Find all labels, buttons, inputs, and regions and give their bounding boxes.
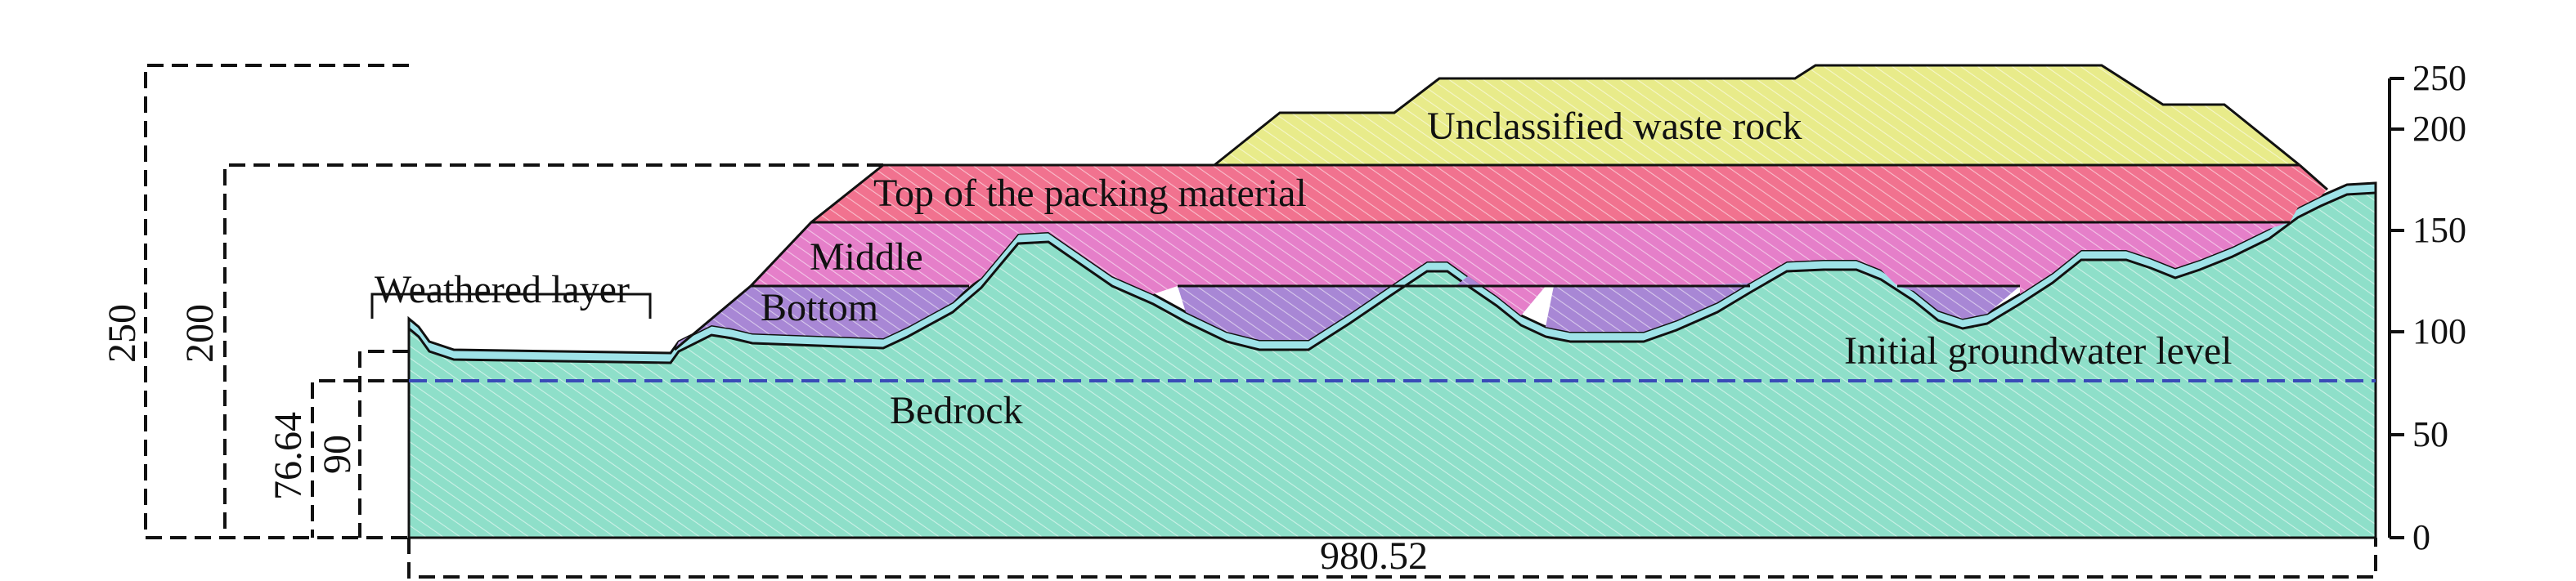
axis-label-200: 200	[2412, 109, 2466, 149]
bedrock-label: Bedrock	[890, 389, 1023, 432]
right-axis	[2388, 77, 2404, 539]
weathered-callout	[370, 293, 652, 319]
axis-tick-labels: 250 200 150 100 50 0	[2412, 58, 2466, 557]
dim-width-label: 980.52	[1320, 534, 1428, 578]
dim-groundwater-line	[311, 379, 409, 538]
axis-label-150: 150	[2412, 210, 2466, 250]
dimension-labels: 250 200 76.64 90 980.52	[101, 304, 1428, 578]
packing-top-hatch	[811, 165, 2327, 222]
waste-rock-outline	[1214, 64, 2300, 167]
layer-labels: Unclassified waste rock Top of the packi…	[375, 105, 2233, 432]
waste-rock-hatch	[1214, 65, 2300, 165]
axis-label-100: 100	[2412, 311, 2466, 351]
packing-bottom-layer	[675, 276, 2020, 350]
dim-90-line	[358, 350, 409, 538]
packing-middle-layer	[751, 222, 2290, 315]
packing-middle-hatch	[751, 222, 2290, 315]
dim-250-label: 250	[101, 304, 144, 363]
packing-top-layer	[811, 165, 2327, 222]
packing-bottom-hatch	[675, 276, 2020, 350]
dimension-lines	[144, 64, 2377, 579]
dim-200-label: 200	[178, 304, 222, 363]
bedrock-outline	[407, 183, 2377, 539]
dim-groundwater-label: 76.64	[267, 412, 310, 500]
packing-middle-label: Middle	[810, 235, 923, 279]
axis-label-50: 50	[2412, 414, 2448, 454]
axis-label-250: 250	[2412, 58, 2466, 98]
axis-label-0: 0	[2412, 517, 2430, 557]
packing-bottom-label: Bottom	[761, 286, 878, 329]
top-right-slope	[2299, 163, 2328, 191]
dim-width-line	[407, 538, 2377, 579]
packing-slope	[674, 163, 884, 351]
packing-top-label: Top of the packing material	[873, 172, 1307, 215]
waste-rock-layer	[1214, 65, 2300, 165]
waste-rock-label: Unclassified waste rock	[1427, 105, 1802, 148]
layer-boundaries	[407, 64, 2377, 539]
groundwater-label: Initial groundwater level	[1844, 329, 2233, 373]
dim-90-label: 90	[316, 435, 359, 474]
dim-250-line	[144, 64, 409, 539]
weathered-label: Weathered layer	[375, 268, 630, 311]
